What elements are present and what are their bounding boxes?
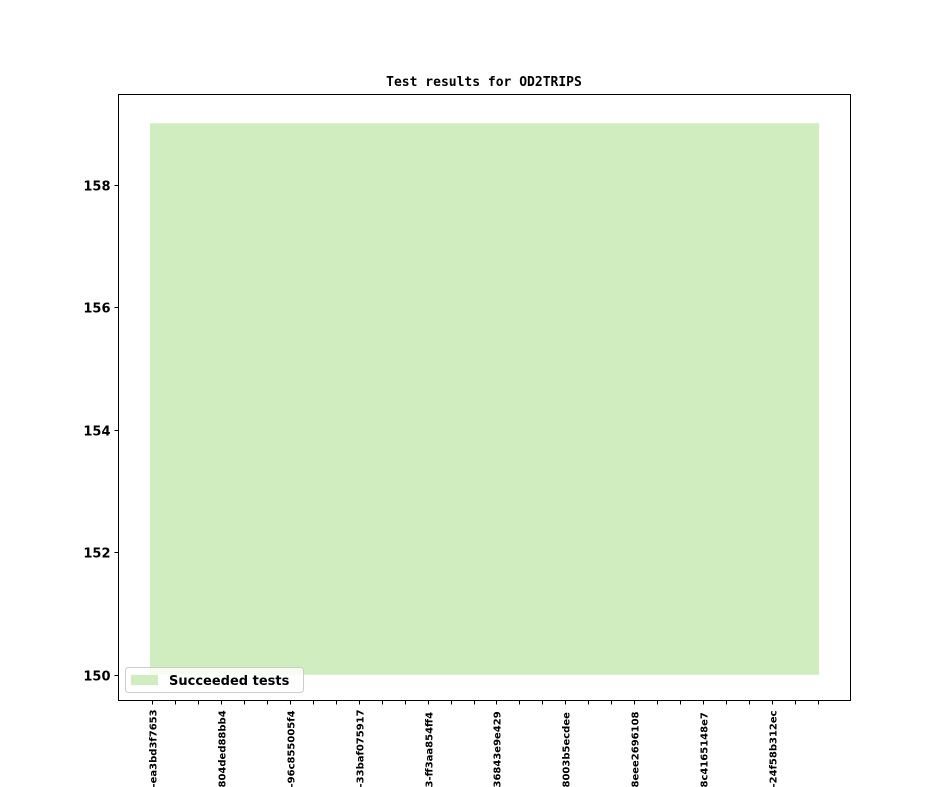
x-tick-label: 8003b5ecdee <box>562 712 573 787</box>
x-tick-label: 804ded88bb4 <box>218 710 229 787</box>
x-tick-label: -96c855005f4 <box>287 710 298 787</box>
y-tick-label: 158 <box>83 180 110 195</box>
x-tick-label: 3-ff3aa854ff4 <box>425 712 436 787</box>
legend-swatch <box>131 675 158 685</box>
x-tick-label: -ea3bd3f7653 <box>149 709 160 787</box>
y-tick-label: 154 <box>83 425 110 440</box>
legend-box <box>125 667 304 693</box>
axes-frame <box>118 94 851 701</box>
y-tick-label: 156 <box>83 302 110 317</box>
y-tick-label: 150 <box>83 670 110 685</box>
x-tick-label: 8c4165148e7 <box>700 712 711 787</box>
x-tick-label: -24f58b312ec <box>769 710 780 787</box>
chart-title: Test results for OD2TRIPS <box>386 75 582 90</box>
x-tick-label: 8eee2696108 <box>631 711 642 787</box>
legend-label: Succeeded tests <box>169 674 290 689</box>
area-series-0 <box>150 123 819 675</box>
x-tick-label: -33baf075917 <box>356 709 367 787</box>
x-tick-label: 36843e9e429 <box>493 711 504 787</box>
y-tick-label: 152 <box>83 547 110 562</box>
legend: Succeeded tests <box>125 667 304 693</box>
